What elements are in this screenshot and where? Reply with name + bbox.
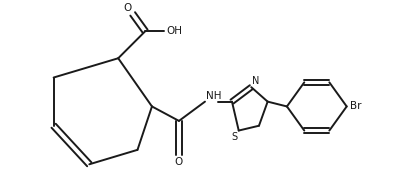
Text: O: O [124, 3, 132, 13]
Text: OH: OH [166, 26, 182, 36]
Text: N: N [252, 76, 260, 86]
Text: S: S [231, 132, 238, 141]
Text: O: O [175, 157, 183, 167]
Text: Br: Br [350, 101, 361, 112]
Text: NH: NH [206, 91, 221, 101]
